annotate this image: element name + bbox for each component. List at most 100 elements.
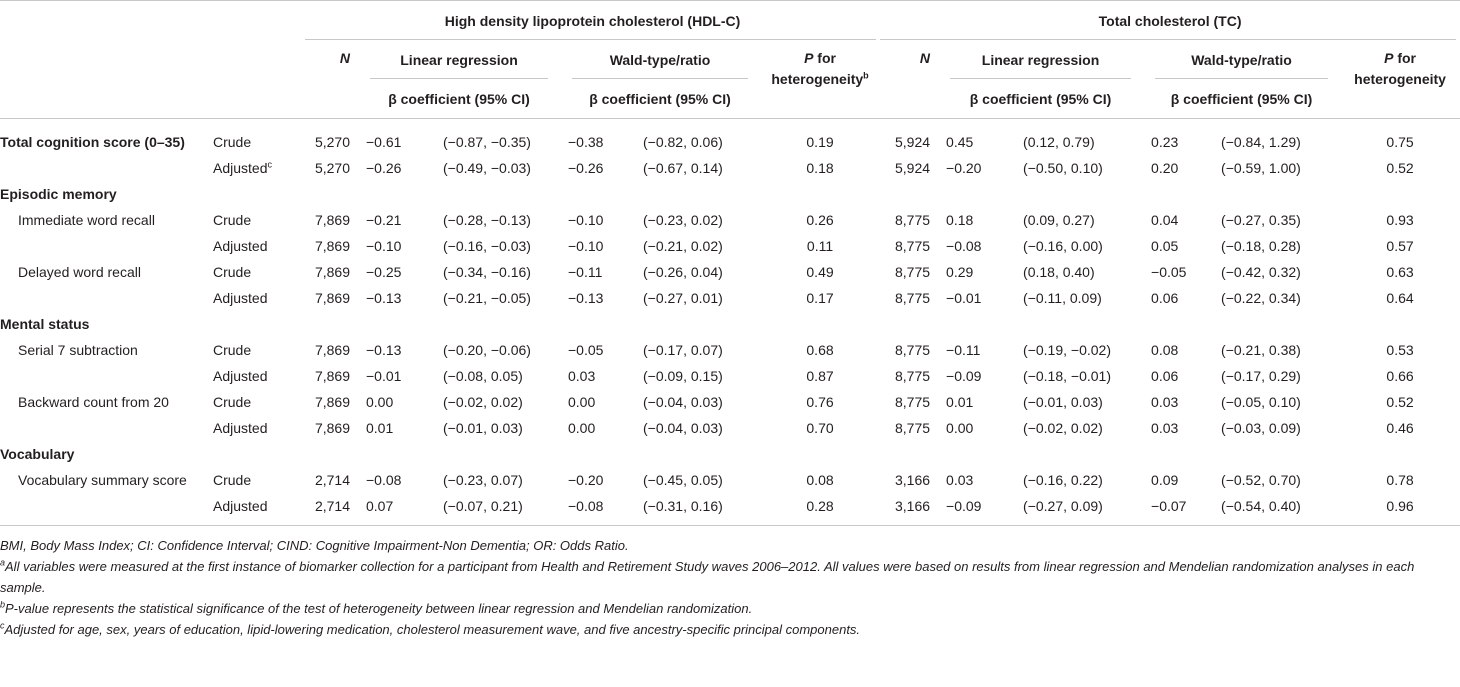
table-header: High density lipoprotein cholesterol (HD… xyxy=(0,1,1460,119)
data-cell: (−0.02, 0.02) xyxy=(1023,420,1103,436)
data-cell: (−0.17, 0.07) xyxy=(643,342,723,358)
data-cell: (0.18, 0.40) xyxy=(1023,264,1095,280)
data-cell: (−0.03, 0.09) xyxy=(1221,420,1301,436)
data-cell: 0.75 xyxy=(1386,134,1414,150)
data-cell: (−0.84, 1.29) xyxy=(1221,134,1301,150)
data-cell: 0.00 xyxy=(568,394,596,410)
row-label: Delayed word recall xyxy=(0,259,205,285)
data-cell: (−0.23, 0.02) xyxy=(643,212,723,228)
model-label: Crude xyxy=(213,394,252,410)
data-cell: (−0.11, 0.09) xyxy=(1023,290,1102,306)
data-cell: 0.45 xyxy=(946,134,974,150)
table-row: Adjusted 7,869 −0.01 (−0.08, 0.05) 0.03 (−0.0… xyxy=(0,363,1460,389)
data-cell: (−0.17, 0.29) xyxy=(1221,368,1301,384)
row-label xyxy=(0,233,205,259)
data-cell: 0.26 xyxy=(806,212,834,228)
footnote-ref: b xyxy=(863,70,869,81)
data-cell: (−0.42, 0.32) xyxy=(1221,264,1301,280)
data-cell: 7,869 xyxy=(314,238,350,254)
data-cell: (−0.27, 0.09) xyxy=(1023,498,1103,514)
model-cell: Adjusted xyxy=(205,285,305,311)
row-label: Vocabulary summary score xyxy=(0,467,205,493)
data-cell: 0.06 xyxy=(1151,290,1179,306)
model-cell: Crude xyxy=(205,467,305,493)
row-label-text: Immediate word recall xyxy=(18,212,155,228)
data-cell: 0.70 xyxy=(806,420,834,436)
data-cell: 7,869 xyxy=(314,394,350,410)
row-label: Backward count from 20 xyxy=(0,389,205,415)
row-label: Immediate word recall xyxy=(0,207,205,233)
data-cell: 8,775 xyxy=(894,368,931,384)
data-cell: 0.07 xyxy=(366,498,394,514)
model-cell: Adjusted xyxy=(205,415,305,441)
data-cell: 0.28 xyxy=(806,498,834,514)
n-header: N xyxy=(339,50,350,66)
data-cell: (−0.01, 0.03) xyxy=(443,420,523,436)
data-cell: (−0.50, 0.10) xyxy=(1023,160,1103,176)
data-cell: −0.10 xyxy=(366,238,402,254)
data-cell: (−0.22, 0.34) xyxy=(1221,290,1301,306)
model-cell: Crude xyxy=(205,389,305,415)
data-cell: −0.11 xyxy=(568,264,603,280)
data-cell: 0.52 xyxy=(1386,160,1414,176)
row-label xyxy=(0,285,205,311)
data-cell: (−0.52, 0.70) xyxy=(1221,472,1301,488)
row-label xyxy=(0,363,205,389)
data-cell: 0.93 xyxy=(1386,212,1414,228)
data-cell: −0.20 xyxy=(568,472,604,488)
data-cell: 0.63 xyxy=(1386,264,1414,280)
data-cell: (−0.31, 0.16) xyxy=(643,498,723,514)
data-cell: −0.13 xyxy=(568,290,604,306)
row-label: Serial 7 subtraction xyxy=(0,337,205,363)
model-label: Crude xyxy=(213,342,252,358)
data-cell: −0.20 xyxy=(946,160,982,176)
data-cell: −0.08 xyxy=(946,238,982,254)
table-row: Adjustedc 5,270 −0.26 (−0.49, −0.03) −0.26 (−… xyxy=(0,155,1460,181)
table-row: Backward count from 20 Crude 7,869 0.00 (−0.… xyxy=(0,389,1460,415)
footnote-ref: c xyxy=(267,159,272,170)
footnote-text: Adjusted for age, sex, years of educatio… xyxy=(4,622,861,637)
data-cell: −0.07 xyxy=(1151,498,1187,514)
data-cell: −0.11 xyxy=(946,342,981,358)
data-cell: 7,869 xyxy=(314,212,350,228)
data-cell: 8,775 xyxy=(894,238,931,254)
section-label: Mental status xyxy=(0,316,90,332)
model-cell: Adjusted xyxy=(205,363,305,389)
data-cell: −0.01 xyxy=(366,368,402,384)
model-cell: Crude xyxy=(205,259,305,285)
data-cell: 0.00 xyxy=(946,420,974,436)
model-label: Crude xyxy=(213,212,252,228)
table-row: Episodic memory xyxy=(0,181,1460,207)
data-cell: (−0.19, −0.02) xyxy=(1023,342,1111,358)
data-cell: 5,924 xyxy=(894,160,931,176)
data-cell: −0.13 xyxy=(366,290,402,306)
data-cell: (−0.21, 0.02) xyxy=(643,238,723,254)
data-cell: 0.03 xyxy=(568,368,596,384)
p-header-text: for heterogeneity xyxy=(1354,50,1446,87)
data-cell: 8,775 xyxy=(894,290,931,306)
data-cell: 0.00 xyxy=(366,394,394,410)
footnote: aAll variables were measured at the firs… xyxy=(0,556,1460,598)
data-cell: (−0.49, −0.03) xyxy=(443,160,531,176)
model-label: Adjusted xyxy=(213,160,268,176)
n-header: N xyxy=(919,50,931,66)
beta-header: β coefficient (95% CI) xyxy=(388,90,530,107)
data-cell: −0.09 xyxy=(946,368,982,384)
data-cell: (−0.54, 0.40) xyxy=(1221,498,1301,514)
data-cell: (−0.05, 0.10) xyxy=(1221,394,1301,410)
data-cell: −0.09 xyxy=(946,498,982,514)
beta-header: β coefficient (95% CI) xyxy=(1170,90,1313,107)
data-cell: (−0.87, −0.35) xyxy=(443,134,531,150)
beta-header: β coefficient (95% CI) xyxy=(589,90,731,107)
data-cell: 7,869 xyxy=(314,368,350,384)
data-cell: 0.78 xyxy=(1386,472,1414,488)
data-cell: (−0.07, 0.21) xyxy=(443,498,523,514)
table-row: Vocabulary summary score Crude 2,714 −0.08 (… xyxy=(0,467,1460,493)
data-cell: 0.08 xyxy=(806,472,834,488)
data-cell: 0.17 xyxy=(806,290,834,306)
data-cell: 3,166 xyxy=(894,498,931,514)
table-row: Serial 7 subtraction Crude 7,869 −0.13 (−0.2… xyxy=(0,337,1460,363)
table-row: Delayed word recall Crude 7,869 −0.25 (−0.34… xyxy=(0,259,1460,285)
data-cell: 2,714 xyxy=(314,472,350,488)
data-cell: 0.23 xyxy=(1151,134,1179,150)
